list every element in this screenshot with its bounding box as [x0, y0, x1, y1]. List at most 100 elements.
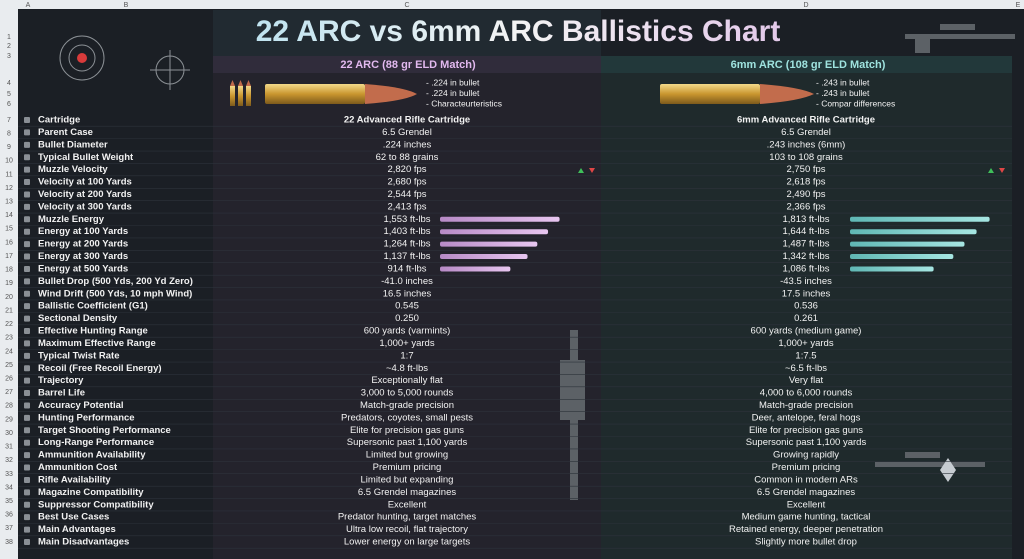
- row-icon: [24, 414, 30, 421]
- cell: Elite for precision gas guns: [749, 425, 863, 436]
- row-label: Magazine Compatibility: [38, 487, 144, 498]
- row-icon: [24, 216, 30, 223]
- cell: 2,618 fps: [786, 177, 825, 188]
- row-label: Velocity at 300 Yards: [38, 201, 132, 212]
- row-icon: [24, 328, 30, 334]
- row-number: 19: [5, 280, 13, 287]
- cell: Medium game hunting, tactical: [742, 512, 871, 523]
- row-number: 27: [5, 389, 13, 396]
- note: - Compar differences: [816, 98, 895, 108]
- title-bg: [213, 10, 601, 56]
- cell: Exceptionally flat: [371, 375, 443, 386]
- cell: 2,820 fps: [387, 164, 426, 175]
- row-number: 2: [7, 43, 11, 50]
- row-icon: [24, 253, 30, 260]
- energy-bar: [440, 229, 549, 235]
- cell: Excellent: [388, 499, 427, 510]
- row-label: Maximum Effective Range: [38, 338, 156, 349]
- row-icon: [24, 179, 30, 186]
- row-label: Recoil (Free Recoil Energy): [38, 363, 162, 374]
- row-icon: [24, 203, 30, 210]
- cell: Premium pricing: [373, 462, 442, 473]
- row-icon: [24, 377, 30, 384]
- row-number: 23: [5, 335, 13, 342]
- row-icon: [24, 365, 30, 372]
- row-label: Energy at 100 Yards: [38, 226, 128, 237]
- cell: .224 inches: [383, 139, 432, 150]
- column-header: 6mm ARC (108 gr ELD Match): [731, 59, 886, 71]
- cell: Premium pricing: [772, 462, 841, 473]
- cell: 1,000+ yards: [379, 338, 434, 349]
- cell: Elite for precision gas guns: [350, 425, 464, 436]
- row-number: 3: [7, 53, 11, 60]
- cell: 62 to 88 grains: [376, 152, 439, 163]
- row-number: 24: [5, 348, 13, 355]
- cell: 3,000 to 5,000 rounds: [361, 388, 454, 399]
- row-label: Trajectory: [38, 375, 84, 386]
- row-icon: [24, 352, 30, 359]
- row-label: Cartridge: [38, 115, 80, 126]
- row-icon: [24, 439, 30, 446]
- energy-bar: [440, 241, 538, 247]
- row-number: 36: [5, 512, 13, 519]
- up-arrow: [988, 168, 994, 173]
- cell: Predators, coyotes, small pests: [341, 412, 473, 423]
- row-label: Long-Range Performance: [38, 437, 154, 448]
- row-icon: [24, 290, 30, 297]
- cell: Match-grade precision: [360, 400, 454, 411]
- row-label: Energy at 500 Yards: [38, 263, 128, 274]
- row-icon: [24, 315, 30, 322]
- cell: 0.545: [395, 301, 419, 312]
- cell: 1,342 ft-lbs: [783, 251, 830, 262]
- cell: Limited but growing: [366, 450, 448, 461]
- row-icon: [24, 191, 30, 198]
- cell: ~4.8 ft-lbs: [386, 363, 428, 374]
- down-arrow: [999, 168, 1005, 173]
- row-number: 6: [7, 101, 11, 108]
- row-icon: [24, 303, 30, 310]
- row-number: 26: [5, 375, 13, 382]
- up-arrow: [578, 168, 584, 173]
- cell: -41.0 inches: [381, 276, 433, 287]
- row-label: Muzzle Velocity: [38, 164, 108, 175]
- row-number: 21: [5, 307, 13, 314]
- note: - .224 in bullet: [426, 88, 480, 98]
- cell: 2,366 fps: [786, 201, 825, 212]
- cell: 4,000 to 6,000 rounds: [760, 388, 853, 399]
- column-header: 22 ARC (88 gr ELD Match): [340, 59, 476, 71]
- cell: -43.5 inches: [780, 276, 832, 287]
- cell: Limited but expanding: [361, 474, 454, 485]
- row-number: 18: [5, 267, 13, 274]
- cell: 2,490 fps: [786, 189, 825, 200]
- title: 22 ARC vs 6mm ARC Ballistics Chart: [256, 15, 781, 48]
- row-icon: [24, 476, 30, 483]
- row-label: Bullet Drop (500 Yds, 200 Yd Zero): [38, 276, 193, 287]
- cell: 103 to 108 grains: [769, 152, 843, 163]
- row-number: 25: [5, 362, 13, 369]
- energy-bar: [440, 254, 528, 260]
- row-icon: [24, 241, 30, 248]
- row-number: 28: [5, 403, 13, 410]
- row-number: 30: [5, 430, 13, 437]
- row-number: 14: [5, 212, 13, 219]
- row-label: Hunting Performance: [38, 412, 135, 423]
- row-label: Best Use Cases: [38, 512, 109, 523]
- cell: Retained energy, deeper penetration: [729, 524, 883, 535]
- row-label: Velocity at 100 Yards: [38, 177, 132, 188]
- row-number: 20: [5, 294, 13, 301]
- row-icon: [24, 117, 30, 123]
- row-number: 33: [5, 471, 13, 478]
- row-icon: [24, 402, 30, 409]
- row-label: Sectional Density: [38, 313, 118, 324]
- bullet-images: [230, 80, 814, 106]
- row-label: Ammunition Cost: [38, 462, 118, 473]
- row-label: Ammunition Availability: [38, 450, 146, 461]
- column-letter: D: [803, 2, 808, 9]
- row-label: Velocity at 200 Yards: [38, 189, 132, 200]
- cell: 2,544 fps: [387, 189, 426, 200]
- cell: Lower energy on large targets: [344, 537, 470, 548]
- row-label: Bullet Diameter: [38, 139, 108, 150]
- row-label: Typical Bullet Weight: [38, 152, 134, 163]
- energy-bar: [850, 229, 977, 235]
- cell: Deer, antelope, feral hogs: [752, 412, 861, 423]
